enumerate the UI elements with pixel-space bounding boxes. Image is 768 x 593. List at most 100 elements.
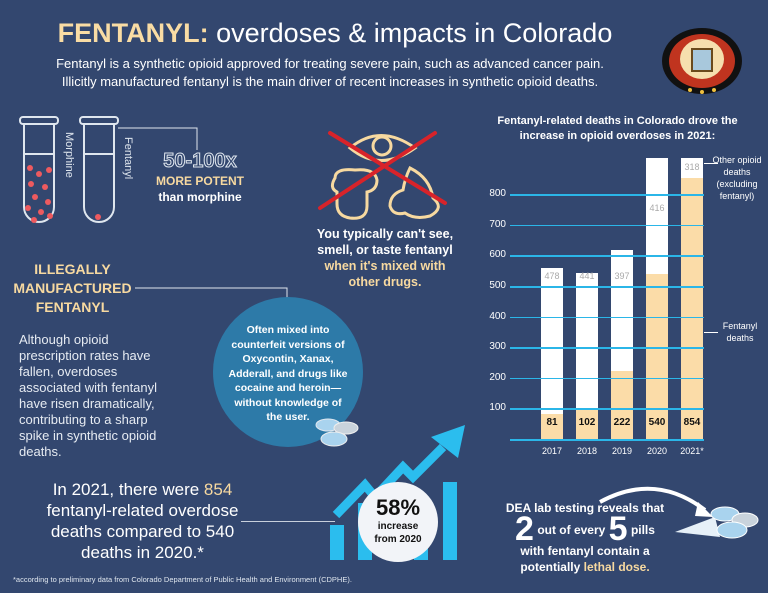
legend-line: [704, 163, 718, 164]
bar-other-opioid: [646, 158, 668, 274]
dea-line: out of every: [537, 523, 606, 537]
legend-label: Fentanyl deaths: [722, 321, 758, 343]
dea-number: 5: [608, 510, 628, 548]
dea-line: pills: [630, 523, 655, 537]
dea-line: potentially: [520, 560, 584, 574]
connector-line: [241, 521, 335, 522]
curved-arrow-and-pills-icon: [599, 486, 759, 539]
dea-highlight: lethal dose.: [583, 560, 650, 574]
bubble-line: without knowledge of: [234, 396, 342, 409]
potency-comparison: than morphine: [158, 190, 242, 204]
bar-other-opioid: [681, 158, 703, 178]
bubble-line: counterfeit versions of: [231, 338, 345, 351]
stat-highlight: 854: [203, 480, 233, 499]
x-tick-label: 2021*: [680, 446, 704, 456]
paragraph-line: deaths.: [19, 444, 62, 459]
paragraph-line: associated with fentanyl: [19, 380, 158, 395]
paragraph-line: fallen, overdoses: [19, 364, 118, 379]
stat-line: deaths in 2020.*: [81, 543, 204, 562]
dea-number: 2: [515, 510, 534, 548]
senses-line: other drugs.: [348, 275, 422, 289]
x-tick-label: 2019: [611, 446, 633, 456]
illegal-paragraph: Although opioid prescription rates have fa…: [19, 332, 157, 460]
bubble-line: the user.: [266, 411, 310, 423]
dea-text: DEA lab testing reveals that 2 out of ev…: [490, 500, 680, 575]
increase-label: increase: [377, 521, 419, 532]
potency-number: 50-100x: [163, 150, 237, 173]
bar-label-other: 478: [544, 271, 560, 281]
senses-text: You typically can't see, smell, or taste…: [310, 226, 460, 290]
bar-other-opioid: [576, 272, 598, 408]
dea-line: DEA lab testing reveals that: [505, 501, 665, 515]
bar-label-other: 397: [614, 271, 630, 281]
bubble-line: cocaine and heroin—: [234, 382, 342, 394]
paragraph-line: prescription rates have: [19, 348, 151, 363]
x-tick-label: 2018: [576, 446, 598, 456]
y-tick-label: 300: [489, 341, 506, 353]
connector-line: [118, 127, 198, 150]
bar-other-opioid: [541, 267, 563, 415]
senses-line: You typically can't see,: [316, 227, 454, 241]
gridline: [510, 347, 704, 349]
gridline: [510, 194, 704, 196]
bar-fentanyl: [611, 371, 633, 439]
bar-label-other: 318: [684, 162, 700, 173]
x-tick-label: 2017: [541, 446, 563, 456]
gridline: [510, 255, 704, 257]
bar-label-other: 441: [579, 271, 595, 281]
stat-line: In 2021, there were: [52, 480, 204, 499]
legend-other-opioid: Other opioid deaths (excluding fentanyl): [712, 154, 762, 202]
attorney-general-seal-logo: [662, 28, 742, 94]
increase-label: from 2020: [374, 534, 422, 545]
y-tick-label: 200: [489, 371, 506, 383]
gridline: [510, 316, 704, 319]
bar-label-fentanyl: 854: [683, 417, 701, 428]
potency-label: MORE POTENT: [155, 174, 244, 188]
stat-line: fentanyl-related overdose: [46, 501, 239, 520]
heading-line: MANUFACTURED: [13, 280, 132, 296]
heading-line: ILLEGALLY: [34, 261, 111, 277]
bar-fentanyl: [576, 407, 598, 439]
stat-line: deaths compared to 540: [50, 522, 235, 541]
subtitle-line-1: Fentanyl is a synthetic opioid approved …: [56, 56, 604, 71]
legend-line: [704, 332, 718, 333]
bar-label-fentanyl: 81: [546, 417, 558, 428]
bar-fentanyl: [646, 273, 668, 439]
bar-label-other: 416: [649, 203, 665, 214]
bar-label-fentanyl: 222: [613, 417, 631, 428]
bar-fentanyl: [681, 177, 703, 439]
morphine-label: Morphine: [63, 132, 75, 178]
bar-fentanyl: [541, 414, 563, 439]
bubble-line: Adderall, and drugs like: [228, 367, 348, 380]
connector-line: [135, 287, 288, 301]
footnote: *according to preliminary data from Colo…: [13, 575, 352, 584]
chart-title: Fentanyl-related deaths in Colorado drov…: [497, 115, 738, 142]
bar-label-fentanyl: 540: [648, 417, 666, 428]
bubble-line: Often mixed into: [246, 324, 330, 336]
eye-tongue-nose-crossed-icon: [318, 131, 447, 220]
pills-icon: [315, 418, 359, 447]
legend-label: Other opioid deaths (excluding fentanyl): [712, 155, 762, 201]
gridline: [510, 408, 704, 410]
x-tick-label: 2020: [646, 446, 668, 456]
y-tick-label: 100: [489, 402, 506, 414]
paragraph-line: spike in synthetic opioid: [19, 428, 157, 443]
bar-other-opioid: [611, 249, 633, 372]
subtitle-line-2: Illicitly manufactured fentanyl is the m…: [61, 74, 599, 89]
y-tick-label: 700: [489, 218, 506, 230]
test-tubes-icon: [19, 116, 119, 223]
gridline: [510, 224, 704, 227]
increase-percent: 58%: [375, 495, 421, 520]
gridline: [510, 286, 704, 288]
increase-badge: [358, 482, 438, 562]
bar-label-fentanyl: 102: [578, 417, 596, 428]
senses-line: smell, or taste fentanyl: [317, 243, 453, 257]
heading-line: FENTANYL: [35, 299, 110, 315]
illegal-heading: ILLEGALLY MANUFACTURED FENTANYL: [0, 260, 145, 317]
paragraph-line: have risen dramatically,: [19, 396, 155, 411]
increase-text: 58% increase from 2020: [358, 496, 438, 546]
bubble-line: Oxycontin, Xanax,: [242, 353, 334, 365]
gridline: [510, 439, 704, 441]
bubble-text: Often mixed into counterfeit versions of O…: [213, 323, 363, 425]
page-title: FENTANYL: overdoses & impacts in Colorad…: [57, 18, 613, 48]
